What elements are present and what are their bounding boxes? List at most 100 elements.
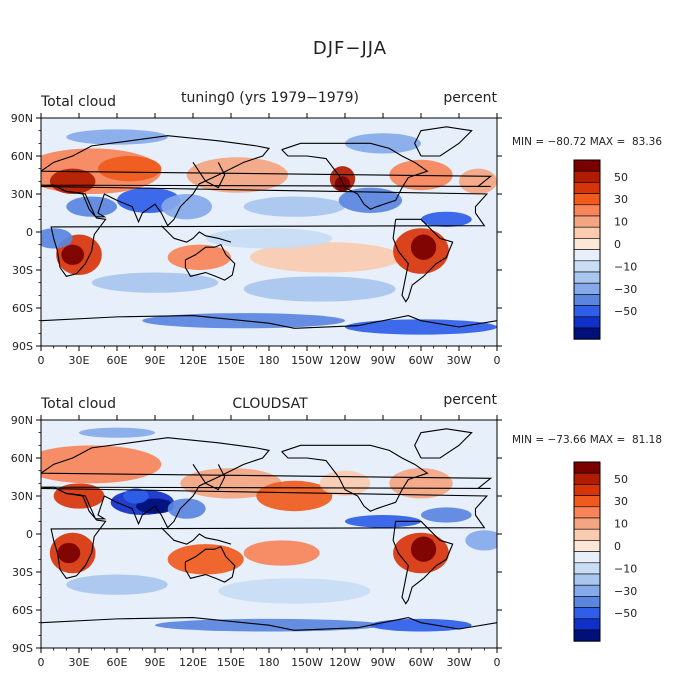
colorbar-swatch	[573, 294, 601, 306]
colorbar-swatch	[573, 159, 601, 172]
top-minmax: MIN = −80.72 MAX = 83.36	[512, 136, 662, 148]
y-tick-label: 60N	[11, 452, 33, 465]
field-blob	[319, 470, 371, 497]
colorbar-swatch	[573, 182, 601, 194]
colorbar-swatch	[573, 573, 601, 586]
colorbar-swatch	[573, 316, 601, 329]
field-blob	[345, 515, 421, 528]
x-tick-label: 180	[259, 656, 280, 669]
x-tick-label: 0	[494, 354, 501, 367]
colorbar-frame	[573, 461, 601, 642]
field-blob	[410, 536, 437, 562]
top-left-title: Total cloud	[41, 94, 117, 110]
coastline	[392, 218, 454, 303]
y-tick-label: 90S	[12, 642, 33, 655]
coastline	[192, 162, 226, 189]
field-blob	[421, 211, 472, 227]
y-tick-label: 60S	[12, 302, 33, 315]
colorbar-swatch	[573, 238, 601, 250]
field-blob	[186, 157, 288, 193]
bottom-center-title: CLOUDSAT	[232, 396, 308, 412]
x-tick-label: 150W	[291, 656, 323, 669]
field-blob	[123, 488, 149, 504]
field-blob	[345, 319, 497, 335]
x-tick-label: 60W	[409, 354, 434, 367]
field-blob	[66, 129, 168, 145]
coastline	[281, 142, 429, 210]
colorbar-label: −30	[614, 283, 637, 296]
colorbar-label: −50	[614, 607, 637, 620]
y-tick-label: 60S	[12, 604, 33, 617]
field-blob	[167, 498, 206, 519]
x-tick-label: 90W	[371, 354, 396, 367]
x-tick-label: 120E	[179, 656, 207, 669]
colorbar-label: 0	[614, 540, 621, 553]
field-blob	[61, 244, 85, 265]
colorbar-swatch	[573, 215, 601, 228]
coastline	[392, 520, 454, 605]
x-tick-label: 90E	[145, 656, 166, 669]
field-blob	[218, 578, 371, 604]
colorbar-swatch	[573, 260, 601, 273]
bottom-max-label: MAX =	[589, 434, 629, 446]
x-tick-label: 150W	[291, 354, 323, 367]
colorbar-label: 0	[614, 238, 621, 251]
field-blob	[389, 468, 453, 499]
top-max-label: MAX =	[589, 136, 629, 148]
colorbar-swatch	[573, 193, 601, 206]
x-tick-label: 90E	[145, 354, 166, 367]
field-blob	[410, 234, 437, 260]
top-right-title: percent	[443, 90, 497, 106]
x-tick-label: 0	[38, 656, 45, 669]
colorbar-label: 30	[614, 495, 628, 508]
x-tick-label: 30E	[69, 354, 90, 367]
x-tick-label: 30W	[447, 656, 472, 669]
y-tick-label: 30N	[11, 188, 33, 201]
field-blob	[98, 156, 162, 182]
top-center-title: tuning0 (yrs 1979−1979)	[181, 90, 359, 106]
coastline	[41, 617, 497, 631]
colorbar-label: −50	[614, 305, 637, 318]
field-blob	[243, 276, 396, 302]
colorbar-swatch	[573, 204, 601, 217]
x-tick-label: 150E	[217, 354, 245, 367]
figure-title: DJF−JJA	[312, 38, 388, 59]
field-blob	[205, 228, 333, 249]
x-tick-label: 150E	[217, 656, 245, 669]
coastline	[41, 184, 489, 277]
colorbar-frame	[573, 159, 601, 340]
colorbar-swatch	[573, 607, 601, 620]
colorbar-swatch	[573, 506, 601, 519]
colorbar-label: −10	[614, 260, 637, 273]
y-tick-label: 0	[26, 226, 33, 239]
colorbar-label: −30	[614, 585, 637, 598]
field-blob	[338, 187, 403, 213]
colorbar-label: −10	[614, 562, 637, 575]
y-tick-label: 30N	[11, 490, 33, 503]
field-blob	[250, 242, 402, 273]
colorbar-swatch	[573, 170, 601, 183]
y-tick-label: 90N	[11, 414, 33, 427]
field-blob	[66, 574, 168, 595]
colorbar-label: 50	[614, 171, 628, 184]
bottom-minmax: MIN = −73.66 MAX = 81.18	[512, 434, 662, 446]
colorbar-swatch	[573, 618, 601, 631]
field-blob	[370, 618, 472, 632]
field-blob	[66, 196, 117, 217]
colorbar-swatch	[573, 305, 601, 318]
bottom-right-title: percent	[443, 392, 497, 408]
field-blob	[334, 176, 351, 192]
colorbar-top: 50 30 10 0 −10 −30 −50	[573, 159, 637, 340]
field-blob	[167, 544, 244, 575]
x-tick-label: 30W	[447, 354, 472, 367]
colorbar-swatch	[573, 472, 601, 485]
x-tick-label: 90W	[371, 656, 396, 669]
y-tick-label: 60N	[11, 150, 33, 163]
y-tick-label: 0	[26, 528, 33, 541]
x-tick-label: 120E	[179, 354, 207, 367]
colorbar-swatch	[573, 226, 601, 239]
field-blob	[243, 196, 345, 217]
colorbar-swatch	[573, 249, 601, 262]
x-tick-label: 0	[494, 656, 501, 669]
